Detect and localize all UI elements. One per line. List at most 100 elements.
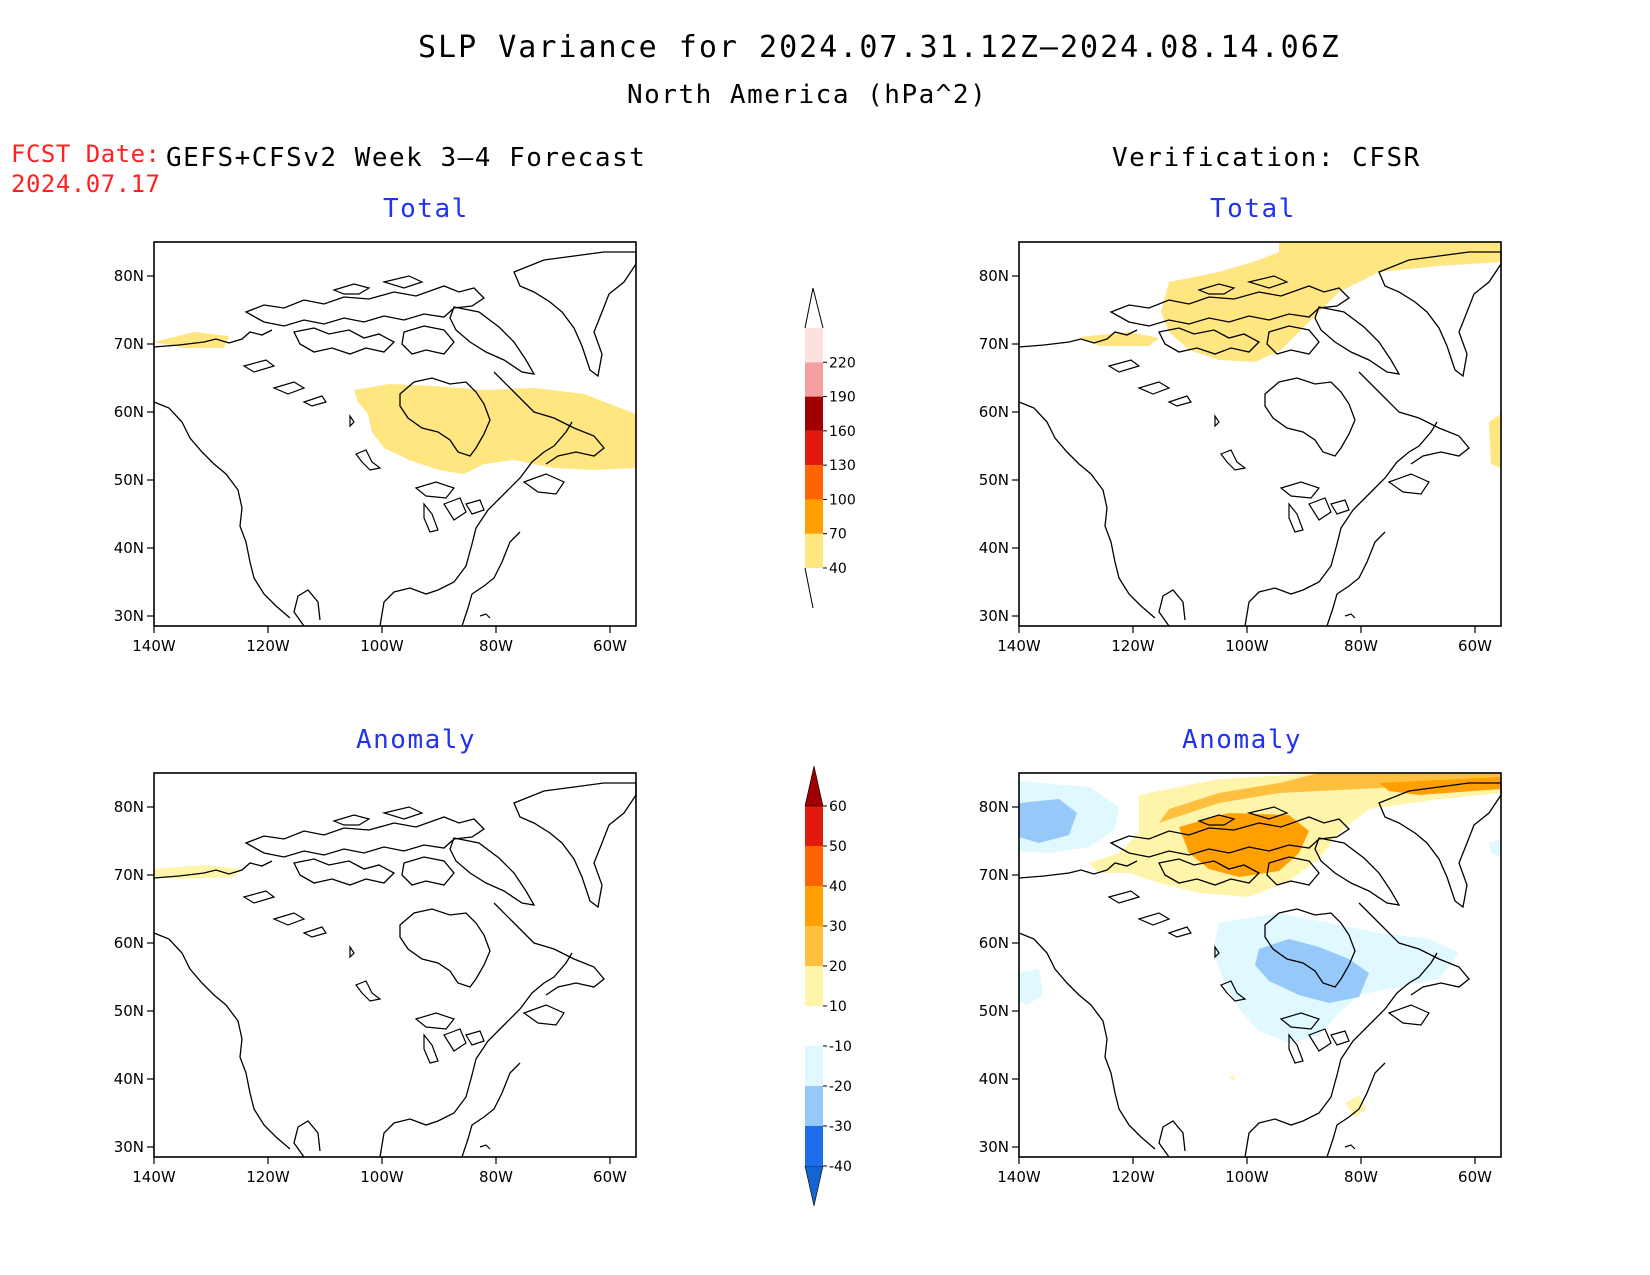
forecast-total-title: Total: [383, 194, 469, 224]
anomaly-colorbar-swatch: [805, 926, 823, 966]
anomaly-colorbar-label: -10: [829, 1039, 852, 1055]
total-colorbar-extension: [804, 287, 824, 609]
forecast-total-frame: [153, 241, 637, 627]
lat-tick-label: 70N: [979, 335, 1009, 353]
anomaly-colorbar-swatch: [805, 886, 823, 926]
axis-layer: 80N 70N 60N 50N 40N 30N 140W 120W 100W 80W 60W 80N 7…: [114, 267, 1492, 1186]
anomaly-colorbar-label: 10: [829, 999, 847, 1015]
total-colorbar-swatch: [805, 396, 823, 431]
forecast-anomaly-map: [153, 772, 637, 1158]
lat-tick-label: 40N: [979, 1070, 1009, 1088]
lat-tick-label: 30N: [114, 1138, 144, 1156]
anomaly-colorbar-swatch: [805, 806, 823, 846]
anomaly-colorbar-label: -30: [829, 1119, 852, 1135]
verification-total-title: Total: [1210, 194, 1296, 224]
lat-tick-label: 80N: [114, 267, 144, 285]
lat-tick-label: 80N: [979, 267, 1009, 285]
lat-tick-label: 40N: [114, 539, 144, 557]
lon-tick-label: 80W: [1344, 1168, 1378, 1186]
lat-tick-label: 70N: [114, 335, 144, 353]
lat-tick-label: 80N: [979, 798, 1009, 816]
anomaly-colorbar-swatch: [805, 1046, 823, 1086]
forecast-total-map: [153, 241, 637, 627]
lon-tick-label: 60W: [593, 637, 627, 655]
lat-tick-label: 50N: [979, 471, 1009, 489]
lat-tick-label: 50N: [979, 1002, 1009, 1020]
anomaly-colorbar-label: -20: [829, 1079, 852, 1095]
lon-tick-label: 80W: [479, 637, 513, 655]
lat-tick-label: 40N: [114, 1070, 144, 1088]
lat-tick-label: 30N: [979, 1138, 1009, 1156]
total-colorbar-label: 160: [829, 424, 856, 440]
lat-tick-label: 80N: [114, 798, 144, 816]
total-colorbar-swatch: [805, 465, 823, 500]
lat-tick-label: 60N: [979, 934, 1009, 952]
verification-total-map: [1018, 241, 1502, 627]
verification-anomaly-title: Anomaly: [1182, 725, 1303, 755]
total-colorbar-label: 70: [829, 527, 847, 543]
anomaly-colorbar-swatch: [805, 846, 823, 886]
fcst-date-value: 2024.07.17: [11, 170, 161, 198]
forecast-anomaly-title: Anomaly: [356, 725, 477, 755]
total-colorbar-label: 220: [829, 355, 856, 371]
fcst-date-label: FCST Date:: [11, 140, 161, 168]
lon-tick-label: 60W: [593, 1168, 627, 1186]
total-colorbar-swatch: [805, 499, 823, 534]
lon-tick-label: 120W: [246, 1168, 290, 1186]
lat-tick-label: 60N: [979, 403, 1009, 421]
lon-tick-label: 120W: [1111, 1168, 1155, 1186]
lon-tick-label: 120W: [1111, 637, 1155, 655]
lon-tick-label: 140W: [132, 637, 176, 655]
anomaly-colorbar-swatch: [804, 1165, 824, 1207]
total-colorbar-swatch: [805, 328, 823, 363]
verification-anomaly-map: [1018, 772, 1502, 1158]
lat-tick-label: 30N: [114, 607, 144, 625]
lon-tick-label: 60W: [1458, 637, 1492, 655]
lon-tick-label: 100W: [1225, 637, 1269, 655]
lat-tick-label: 50N: [114, 1002, 144, 1020]
figure-subtitle: North America (hPa^2): [627, 80, 988, 110]
lat-tick-label: 50N: [114, 471, 144, 489]
anomaly-colorbar-swatch: [805, 1126, 823, 1166]
lat-tick-label: 40N: [979, 539, 1009, 557]
forecast-anomaly-frame: [153, 772, 637, 1158]
lon-tick-label: 80W: [479, 1168, 513, 1186]
lat-tick-label: 60N: [114, 934, 144, 952]
forecast-column-title: GEFS+CFSv2 Week 3—4 Forecast: [166, 143, 647, 173]
anomaly-colorbar: -40 -30 -20 -10 10 20 30 40 50 60: [804, 765, 852, 1207]
verification-total-frame: [1018, 241, 1502, 627]
total-colorbar-label: 40: [829, 561, 847, 577]
anomaly-colorbar-label: 30: [829, 919, 847, 935]
lon-tick-label: 140W: [997, 637, 1041, 655]
anomaly-colorbar-swatch: [805, 1086, 823, 1126]
lat-tick-label: 30N: [979, 607, 1009, 625]
lat-tick-label: 70N: [979, 866, 1009, 884]
total-colorbar-label: 100: [829, 492, 856, 508]
anomaly-colorbar-swatch: [805, 966, 823, 1006]
lon-tick-label: 60W: [1458, 1168, 1492, 1186]
verification-anomaly-frame: [1018, 772, 1502, 1158]
lat-tick-label: 60N: [114, 403, 144, 421]
anomaly-colorbar-label: 40: [829, 879, 847, 895]
anomaly-colorbar-label: 60: [829, 799, 847, 815]
total-colorbar-label: 190: [829, 390, 856, 406]
anomaly-colorbar-label: 20: [829, 959, 847, 975]
lon-tick-label: 100W: [360, 637, 404, 655]
total-colorbar-label: 130: [829, 458, 856, 474]
lon-tick-label: 140W: [997, 1168, 1041, 1186]
lon-tick-label: 80W: [1344, 637, 1378, 655]
anomaly-colorbar-label: 50: [829, 839, 847, 855]
lon-tick-label: 120W: [246, 637, 290, 655]
total-colorbar-swatch: [805, 533, 823, 568]
total-colorbar: 40 70 100 130 160 190 220: [804, 287, 856, 609]
verification-column-title: Verification: CFSR: [1112, 143, 1421, 173]
lon-tick-label: 100W: [360, 1168, 404, 1186]
lon-tick-label: 140W: [132, 1168, 176, 1186]
anomaly-colorbar-label: -40: [829, 1159, 852, 1175]
anomaly-colorbar-swatch: [805, 1006, 823, 1046]
figure-title: SLP Variance for 2024.07.31.12Z—2024.08.…: [418, 30, 1341, 65]
anomaly-colorbar-swatch: [804, 765, 824, 807]
total-colorbar-swatch: [805, 362, 823, 397]
lon-tick-label: 100W: [1225, 1168, 1269, 1186]
